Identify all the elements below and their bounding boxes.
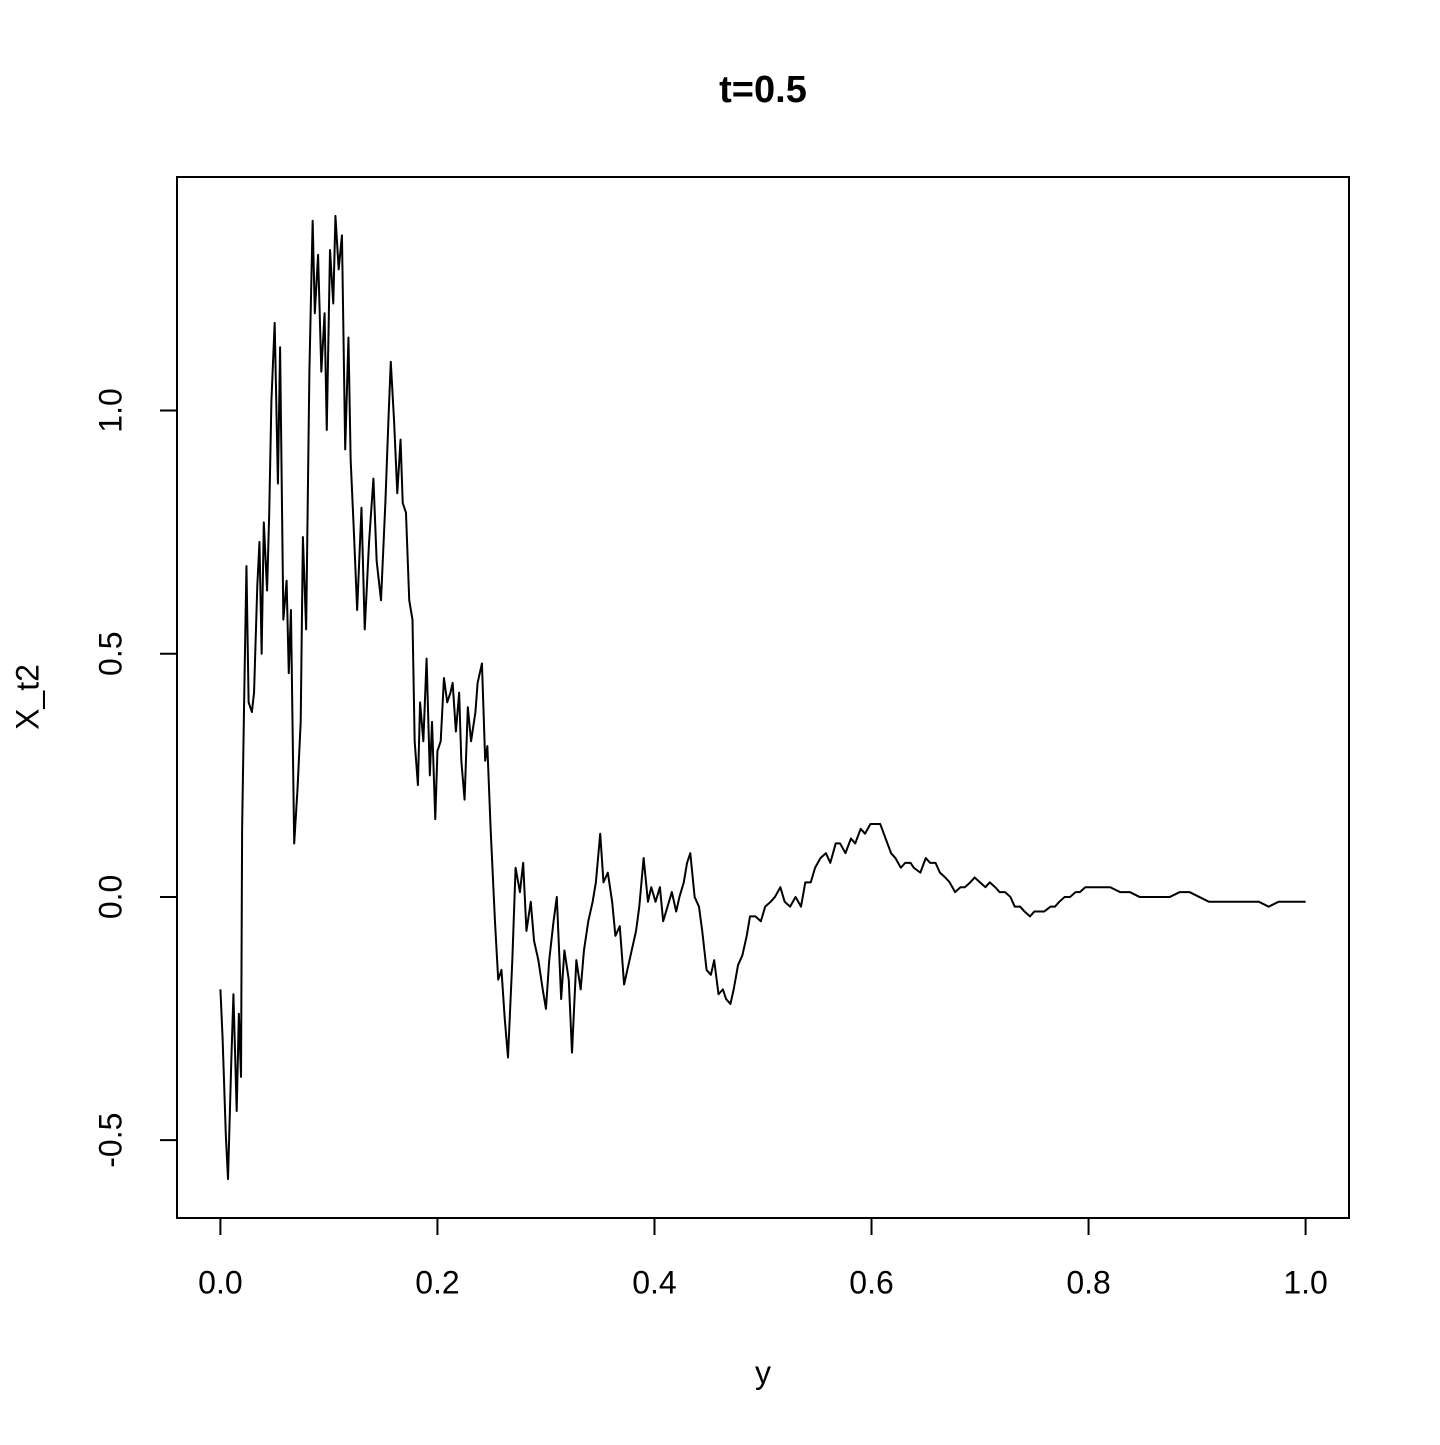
y-tick-label: 0.5 (92, 631, 128, 675)
x-tick-label: 0.6 (849, 1264, 893, 1300)
x-tick-label: 0.8 (1066, 1264, 1110, 1300)
x-tick-label: 0.4 (632, 1264, 676, 1300)
y-tick-label: 0.0 (92, 875, 128, 919)
x-axis-label: y (755, 1354, 771, 1390)
y-tick-label: 1.0 (92, 388, 128, 432)
chart-title: t=0.5 (719, 69, 807, 111)
x-tick-label: 0.2 (415, 1264, 459, 1300)
y-tick-label: -0.5 (92, 1113, 128, 1168)
x-tick-label: 1.0 (1283, 1264, 1327, 1300)
y-axis-label: X_t2 (9, 664, 45, 730)
data-line (219, 214, 1306, 1181)
x-tick-label: 0.0 (198, 1264, 242, 1300)
